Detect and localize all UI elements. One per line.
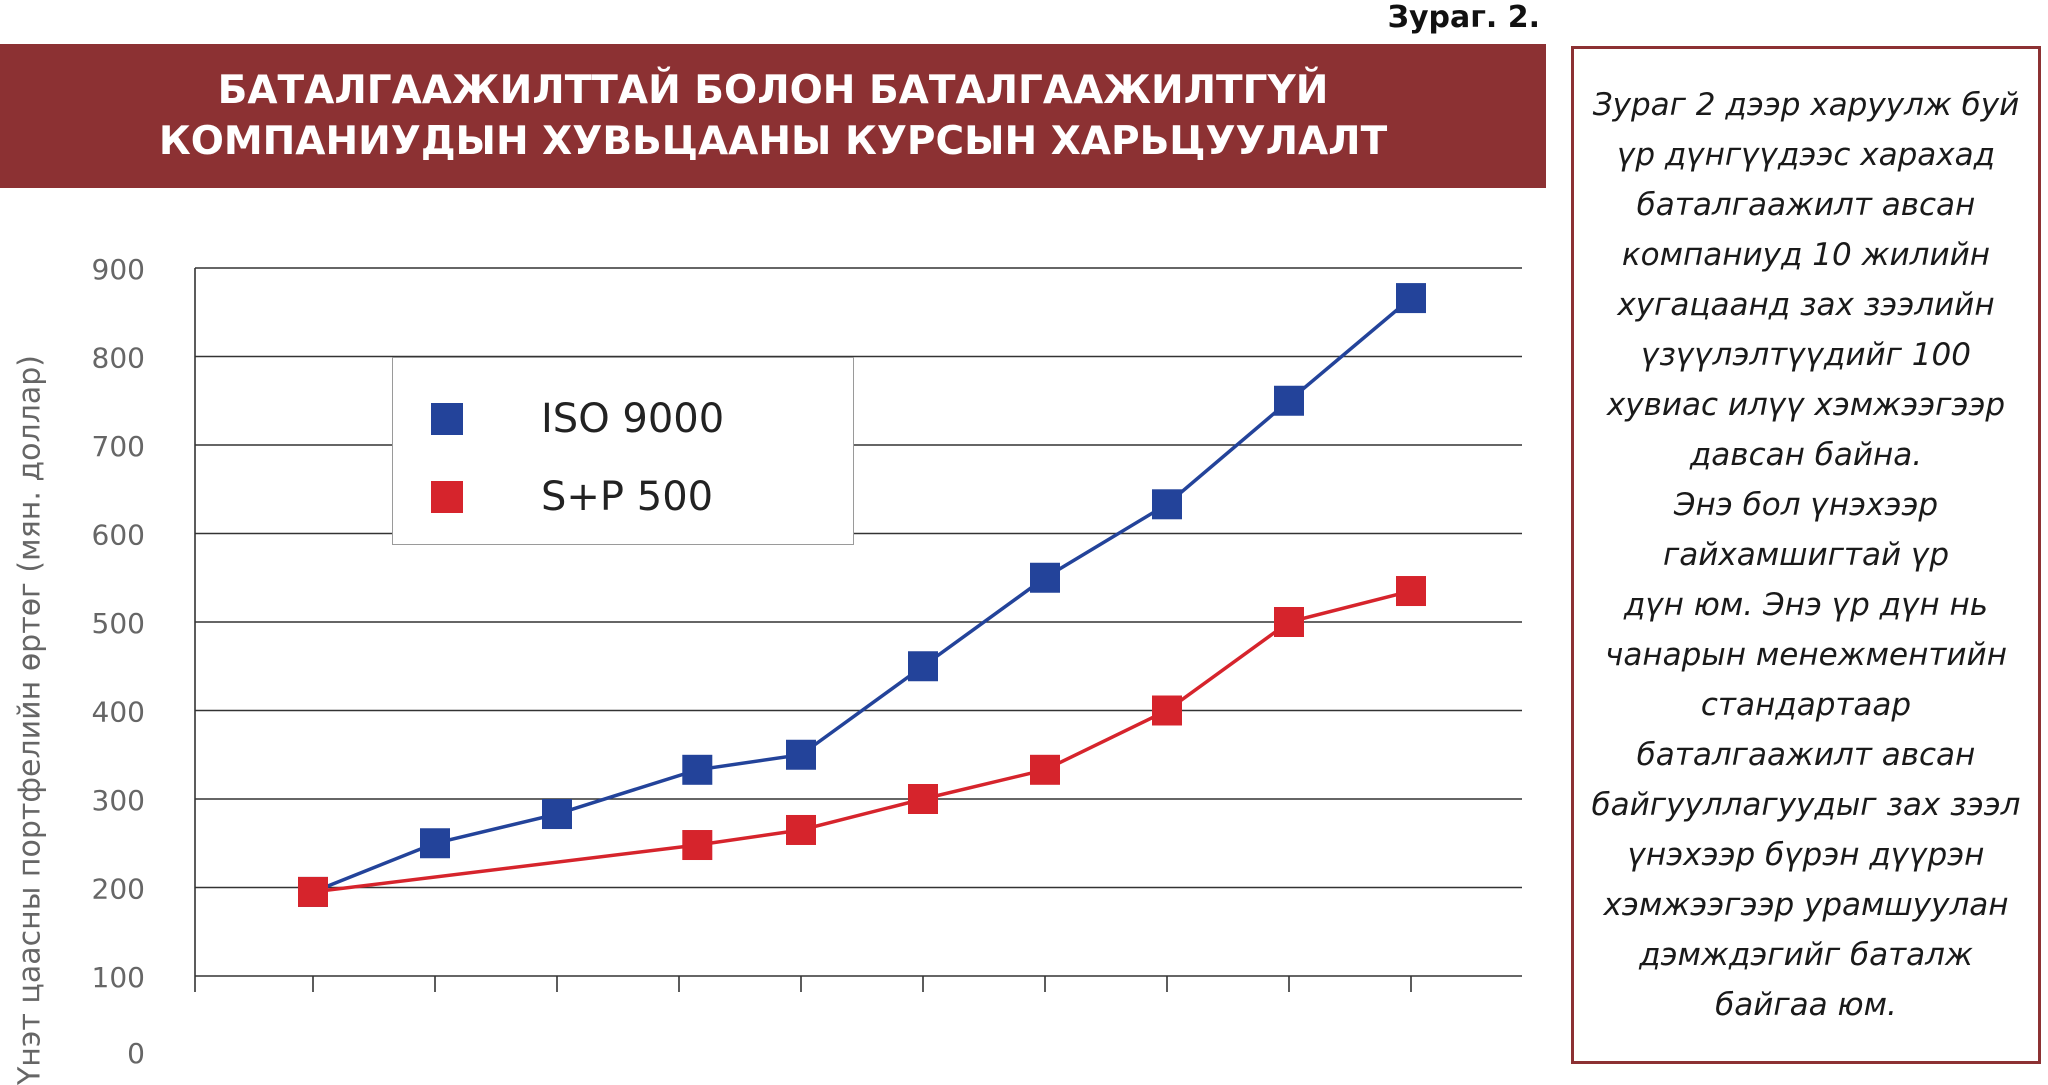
y-tick-label: 0 [127, 1037, 145, 1068]
figure-label: Зураг. 2. [1387, 0, 1540, 35]
description-line: дэмждэгийг баталж [1639, 937, 1973, 973]
data-point-sp [682, 830, 713, 861]
description-box: Зураг 2 дээр харуулж буй үр дүнгүүдээс ха… [1571, 46, 2041, 1064]
description-line: баталгаажилт авсан [1636, 737, 1976, 773]
y-tick-label: 600 [92, 519, 145, 552]
legend-swatch-sp [431, 481, 463, 513]
description-line: гайхамшигтай үр [1662, 537, 1950, 573]
description-line: үнэхээр бүрэн дүүрэн [1627, 837, 1985, 873]
y-tick-label: 200 [92, 873, 145, 906]
description-line: Зураг 2 дээр харуулж буй [1592, 87, 2020, 123]
y-tick-label: 900 [92, 253, 145, 286]
legend-item-iso: ISO 9000 [431, 396, 724, 442]
description-line: хувиас илүү хэмжээгээр [1606, 387, 2006, 423]
data-point-sp [1274, 607, 1304, 637]
description-line: дүн юм. Энэ үр дүн нь [1623, 587, 1989, 623]
legend-item-sp: S+P 500 [431, 474, 713, 520]
data-point-iso [1030, 562, 1060, 593]
y-tick-label: 300 [92, 784, 145, 817]
description-line: давсан байна. [1689, 437, 1923, 473]
data-point-iso [1396, 283, 1426, 314]
legend-label-sp: S+P 500 [541, 474, 714, 520]
chart-title-line-2: КОМПАНИУДЫН ХУВЬЦААНЫ КУРСЫН ХАРЬЦУУЛАЛТ [158, 119, 1388, 164]
description-line: чанарын менежментийн [1605, 637, 2007, 673]
description-line: байгаа юм. [1715, 987, 1897, 1023]
y-tick-label: 400 [92, 696, 145, 729]
legend-swatch-iso [431, 403, 463, 435]
series-line-sp [312, 589, 1412, 894]
data-point-sp [1396, 576, 1426, 607]
data-point-iso [786, 739, 816, 770]
chart-title-banner: БАТАЛГААЖИЛТТАЙ БОЛОН БАТАЛГААЖИЛТГҮЙ КО… [0, 44, 1546, 188]
description-line: хэмжээгээр урамшуулан [1603, 887, 2009, 923]
data-point-sp [1152, 695, 1182, 726]
description-line: үзүүлэлтүүдийг 100 [1641, 337, 1971, 373]
data-point-sp [908, 784, 938, 814]
description-line: хугацаанд зах зээлийн [1617, 287, 1995, 323]
line-chart: 0 100 200 300 400 500 600 700 800 900 [92, 253, 1522, 1068]
description-line: стандартаар [1700, 687, 1912, 723]
data-point-iso [420, 828, 450, 859]
series-line-iso [312, 296, 1413, 894]
data-point-iso [1152, 489, 1182, 520]
chart-legend: ISO 9000 S+P 500 [392, 357, 854, 545]
chart-title-line-1: БАТАЛГААЖИЛТТАЙ БОЛОН БАТАЛГААЖИЛТГҮЙ [217, 68, 1329, 113]
data-point-iso [1274, 385, 1304, 416]
data-point-sp [1030, 754, 1060, 785]
description-line: байгууллагуудыг зах зээл [1591, 787, 2021, 823]
description-line: Энэ бол үнэхээр [1673, 487, 1939, 523]
description-line: компаниуд 10 жилийн [1621, 237, 1991, 273]
y-tick-label: 800 [92, 342, 145, 375]
y-tick-label: 500 [92, 607, 145, 640]
data-point-iso [908, 651, 938, 682]
y-axis-label: Үнэт цаасны портфелийн өртөг (мян. долла… [12, 354, 48, 1085]
description-line: баталгаажилт авсан [1636, 187, 1976, 223]
data-point-iso [542, 799, 572, 830]
data-point-sp [298, 876, 328, 907]
legend-label-iso: ISO 9000 [541, 396, 725, 442]
data-point-sp [786, 814, 816, 845]
data-point-iso [682, 754, 713, 785]
description-line: үр дүнгүүдээс харахад [1616, 137, 1996, 173]
y-tick-label: 700 [92, 430, 145, 463]
y-tick-label: 100 [92, 961, 145, 994]
